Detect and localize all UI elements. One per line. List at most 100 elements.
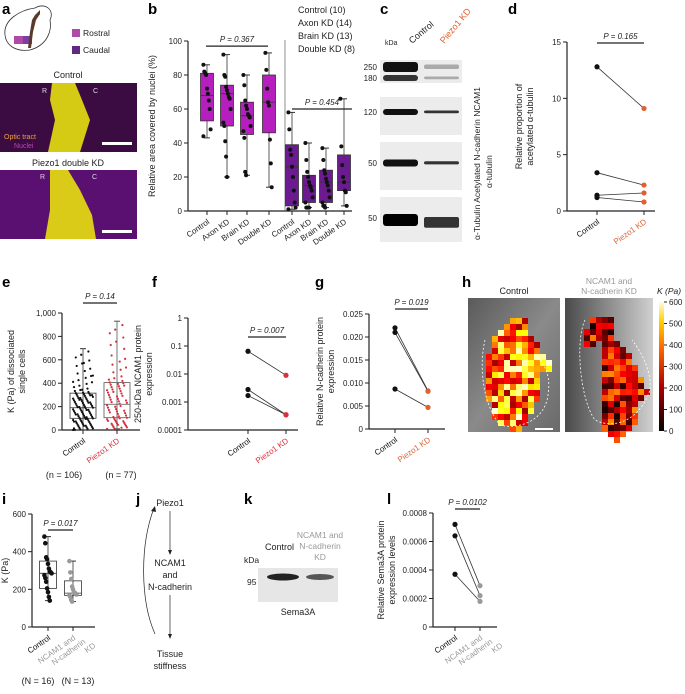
n-label: (N = 13)	[62, 676, 95, 686]
data-point	[108, 396, 111, 399]
stiffness-cell-kd	[632, 383, 638, 389]
y-tick-label: 0.001	[162, 398, 183, 407]
data-point	[309, 188, 314, 193]
stiffness-cell-control	[528, 360, 534, 366]
stiffness-cell-kd	[602, 341, 608, 347]
marker-r: R	[40, 174, 45, 181]
data-point	[343, 190, 348, 195]
data-point-treated	[641, 105, 647, 112]
data-point	[72, 428, 75, 432]
data-point	[84, 424, 87, 427]
stiffness-cell-kd	[608, 359, 614, 365]
stiffness-cell-control	[534, 372, 540, 378]
data-point	[122, 382, 125, 385]
stiffness-cell-kd	[608, 425, 614, 431]
tissue-outline-control	[481, 339, 550, 427]
data-point	[81, 362, 84, 365]
data-point	[106, 391, 110, 394]
data-point	[122, 336, 125, 339]
stiffness-cell-kd	[626, 413, 632, 419]
stiffness-cell-control	[510, 360, 516, 366]
optic-tract-schematic	[28, 10, 40, 48]
y-tick-label: 0	[52, 426, 57, 435]
chart-b: 0 20 40 60 80 100 Relative area covered by nuc…	[147, 35, 352, 247]
stiffness-cell-control	[510, 408, 516, 414]
data-point	[118, 402, 121, 405]
data-point	[114, 328, 117, 331]
data-point	[224, 154, 229, 159]
data-point	[245, 107, 249, 111]
data-point	[73, 411, 76, 414]
stiffness-cell-control	[516, 426, 522, 432]
data-point	[242, 83, 247, 88]
data-point	[74, 413, 77, 416]
lane-label-kd-3: KD	[314, 552, 326, 562]
data-point	[201, 62, 206, 67]
data-point	[224, 84, 229, 89]
stiffness-cell-kd	[614, 425, 620, 431]
stiffness-cell-control	[534, 342, 540, 348]
data-point	[242, 135, 247, 140]
data-point	[82, 403, 85, 406]
colorbar-tick-label: 300	[669, 363, 683, 372]
kda-marker: 120	[364, 108, 378, 117]
stiffness-cell-control	[498, 366, 504, 372]
data-point	[44, 556, 50, 562]
panel-label-d: d	[508, 1, 517, 18]
data-point-treated	[641, 199, 647, 205]
stiffness-cell-control	[510, 318, 516, 324]
stiffness-cell-control	[504, 420, 510, 426]
panel-label-k: k	[244, 491, 253, 508]
data-point	[76, 372, 79, 375]
stiffness-cell-kd	[632, 389, 638, 395]
pair-line	[247, 350, 287, 376]
kda-label: kDa	[385, 40, 398, 47]
stiffness-cell-control	[534, 360, 540, 366]
stiffness-cell-kd	[644, 389, 650, 395]
data-point	[82, 414, 85, 417]
pair-line	[394, 388, 429, 408]
stiffness-cell-control	[510, 372, 516, 378]
data-point-treated	[477, 583, 483, 589]
stiffness-cell-kd	[614, 341, 620, 347]
data-point	[84, 396, 87, 399]
p-value: P = 0.454	[305, 98, 340, 107]
panel-label-f: f	[152, 274, 158, 291]
stiffness-cell-kd	[626, 383, 632, 389]
p-value: P = 0.0102	[448, 498, 487, 507]
y-tick-label: 600	[13, 510, 27, 519]
stiffness-cell-control	[510, 354, 516, 360]
stiffness-cell-kd	[608, 347, 614, 353]
stiffness-cell-kd	[608, 413, 614, 419]
stiffness-cell-control	[528, 396, 534, 402]
data-point	[83, 394, 86, 397]
data-point	[123, 384, 126, 387]
stiffness-cell-kd	[596, 329, 602, 335]
data-point	[91, 406, 94, 409]
stiffness-cell-control	[522, 390, 528, 396]
stiffness-cell-control	[516, 366, 522, 372]
x-tick-label: Control	[61, 436, 87, 458]
band-piezo1-kd	[424, 64, 459, 69]
stiffness-cell-kd	[590, 323, 596, 329]
data-point-control	[245, 392, 251, 399]
stiffness-cell-control	[516, 414, 522, 420]
data-point	[47, 598, 53, 603]
lane-label-control: Control	[265, 542, 294, 552]
stiffness-cell-kd	[626, 401, 632, 407]
stiffness-cell-control	[498, 408, 504, 414]
data-point	[125, 401, 128, 404]
data-point	[91, 417, 94, 420]
data-point	[290, 164, 294, 169]
stiffness-cell-kd	[614, 437, 620, 443]
data-point	[110, 386, 113, 389]
stiffness-cell-control	[486, 354, 492, 360]
stiffness-cell-control	[540, 360, 546, 366]
data-point	[90, 415, 94, 418]
stiffness-cell-control	[546, 366, 552, 372]
data-point	[325, 183, 330, 188]
stiffness-cell-kd	[602, 401, 608, 407]
data-point	[320, 200, 325, 205]
stiffness-cell-control	[516, 354, 522, 360]
